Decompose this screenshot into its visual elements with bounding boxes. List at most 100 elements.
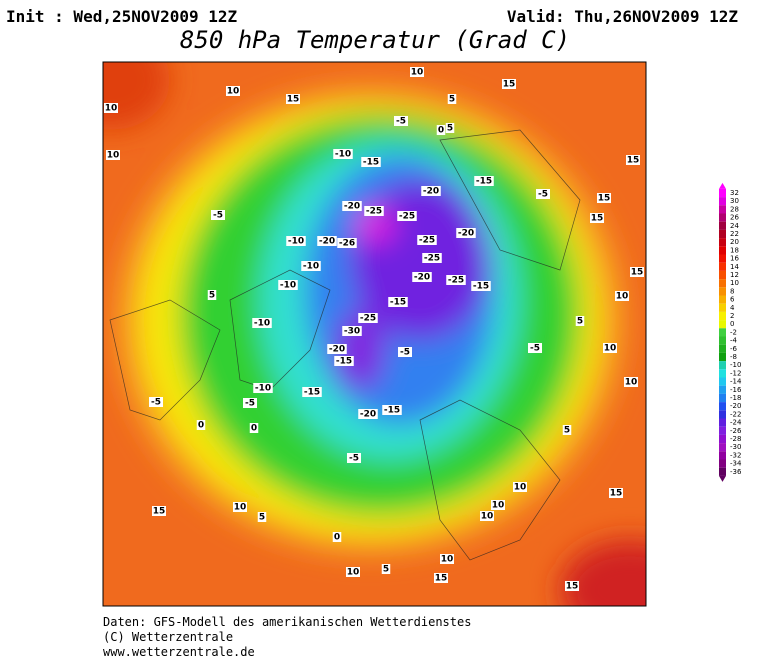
contour-label-box bbox=[278, 280, 298, 290]
colorbar-label: -24 bbox=[730, 419, 742, 427]
colorbar-swatch bbox=[719, 418, 726, 427]
colorbar-label: 10 bbox=[730, 279, 739, 287]
contour-label-box bbox=[342, 201, 362, 211]
colorbar-swatch bbox=[719, 451, 726, 460]
colorbar-swatch bbox=[719, 295, 726, 304]
contour-label: -25 bbox=[399, 212, 415, 222]
contour-label-box bbox=[422, 253, 442, 263]
contour-label-box bbox=[327, 344, 347, 354]
colorbar-swatch bbox=[719, 361, 726, 370]
contour-label-box bbox=[226, 86, 240, 96]
contour-label: -25 bbox=[366, 207, 382, 217]
contour-label-box bbox=[434, 573, 448, 583]
contour-label: 10 bbox=[441, 555, 454, 565]
contour-label-box bbox=[211, 210, 225, 220]
contour-label: -5 bbox=[530, 344, 540, 354]
colorbar-swatch bbox=[719, 279, 726, 288]
contour-label-box bbox=[243, 398, 257, 408]
contour-label: 15 bbox=[598, 194, 611, 204]
colorbar-label: -4 bbox=[730, 337, 738, 345]
contour-label: -5 bbox=[396, 117, 406, 127]
init-time: Init : Wed,25NOV2009 12Z bbox=[6, 7, 238, 26]
colorbar-label: -22 bbox=[730, 410, 741, 418]
contour-label-box bbox=[332, 532, 342, 542]
contour-label: 5 bbox=[564, 426, 570, 436]
colorbar-swatch bbox=[719, 246, 726, 255]
contour-label: -25 bbox=[360, 314, 376, 324]
colorbar-swatch bbox=[719, 369, 726, 378]
contour-label: 10 bbox=[105, 104, 118, 114]
colorbar-swatch bbox=[719, 238, 726, 247]
contour-label: -20 bbox=[414, 273, 430, 283]
contour-label-box bbox=[417, 235, 437, 245]
contour-label-box bbox=[249, 423, 259, 433]
contour-label: -15 bbox=[473, 282, 489, 292]
contour-label: -5 bbox=[538, 190, 548, 200]
colorbar-swatch bbox=[719, 197, 726, 206]
contour-label-box bbox=[252, 318, 272, 328]
colorbar-swatch bbox=[719, 467, 726, 476]
contour-label: 0 bbox=[438, 126, 444, 136]
colorbar-label: 26 bbox=[730, 214, 739, 222]
valid-time: Valid: Thu,26NOV2009 12Z bbox=[507, 7, 739, 26]
contour-label-box bbox=[565, 581, 579, 591]
contour-label-box bbox=[474, 176, 494, 186]
colorbar-label: 2 bbox=[730, 312, 734, 320]
colorbar-swatch bbox=[719, 385, 726, 394]
contour-label-box bbox=[302, 387, 322, 397]
contour-label: 15 bbox=[591, 214, 604, 224]
contour-label: 0 bbox=[251, 424, 257, 434]
contour-label-box bbox=[106, 150, 120, 160]
contour-label: -15 bbox=[476, 177, 492, 187]
contour-label-box bbox=[397, 211, 417, 221]
map-frame bbox=[102, 61, 647, 607]
contour-label: -10 bbox=[303, 262, 319, 272]
colorbar-label: 4 bbox=[730, 304, 735, 312]
contour-label: 0 bbox=[334, 533, 340, 543]
contour-label: 10 bbox=[604, 344, 617, 354]
footer-text: Daten: GFS-Modell des amerikanischen Wet… bbox=[103, 615, 471, 629]
colorbar-label: -8 bbox=[730, 353, 737, 361]
contour-label: -5 bbox=[349, 454, 359, 464]
colorbar-label: 24 bbox=[730, 222, 739, 230]
colorbar-label: -26 bbox=[730, 427, 742, 435]
contour-label: 15 bbox=[566, 582, 579, 592]
contour-label: -26 bbox=[339, 239, 355, 249]
colorbar-label: 28 bbox=[730, 205, 739, 213]
colorbar-swatch bbox=[719, 377, 726, 386]
colorbar-label: -18 bbox=[730, 394, 741, 402]
contour-label: -15 bbox=[390, 298, 406, 308]
contour-label: -10 bbox=[254, 319, 270, 329]
colorbar-label: -12 bbox=[730, 369, 741, 377]
contour-label-box bbox=[346, 567, 360, 577]
contour-label-box bbox=[196, 420, 206, 430]
contour-label: -5 bbox=[245, 399, 255, 409]
contour-label-box bbox=[412, 272, 432, 282]
colorbar-label: 20 bbox=[730, 238, 739, 246]
contour-label: -20 bbox=[423, 187, 439, 197]
contour-label-box bbox=[317, 236, 337, 246]
colorbar-swatch bbox=[719, 459, 726, 468]
footer-text: www.wetterzentrale.de bbox=[103, 645, 255, 659]
contour-label: 5 bbox=[449, 95, 455, 105]
colorbar-swatch bbox=[719, 328, 726, 337]
contour-label-box bbox=[286, 94, 300, 104]
colorbar-label: 0 bbox=[730, 320, 734, 328]
colorbar-label: -16 bbox=[730, 386, 742, 394]
colorbar-label: 14 bbox=[730, 263, 739, 271]
contour-label: -25 bbox=[448, 276, 464, 286]
contour-label-box bbox=[421, 186, 441, 196]
colorbar-swatch bbox=[719, 352, 726, 362]
contour-label: 10 bbox=[625, 378, 638, 388]
contour-label: -15 bbox=[336, 357, 352, 367]
contour-label-box bbox=[630, 267, 644, 277]
contour-label: -10 bbox=[255, 384, 271, 394]
contour-label-box bbox=[358, 313, 378, 323]
contour-label-box bbox=[342, 326, 362, 336]
map bbox=[103, 62, 646, 606]
colorbar-label: -28 bbox=[730, 435, 741, 443]
colorbar-swatch bbox=[719, 213, 726, 222]
colorbar-swatch bbox=[719, 426, 726, 435]
colorbar-swatch bbox=[719, 344, 726, 353]
colorbar-swatch bbox=[719, 303, 726, 312]
